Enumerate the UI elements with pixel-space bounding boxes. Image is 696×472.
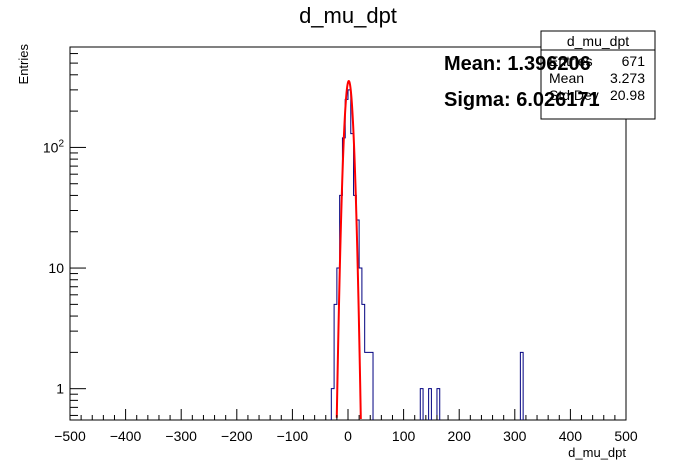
- x-tick-label: 300: [503, 428, 527, 444]
- x-tick-label: 500: [614, 428, 638, 444]
- y-axis-ticks: 1 10 102: [43, 53, 86, 416]
- histogram-bin-group: [330, 89, 374, 420]
- fit-sigma-text: Sigma: 6.026171: [444, 89, 600, 111]
- x-tick-label: −300: [165, 428, 197, 444]
- histogram-bin-group: [428, 388, 432, 420]
- stats-box-title: d_mu_dpt: [567, 33, 629, 49]
- stats-mean-label: Mean: [549, 70, 584, 86]
- x-tick-label: −500: [54, 428, 86, 444]
- y-axis-label: Entries: [16, 44, 31, 85]
- stats-box: d_mu_dpt Entries 671 Mean 3.273 Std Dev …: [540, 30, 656, 120]
- stats-entries-value: 671: [622, 53, 646, 69]
- chart-title: d_mu_dpt: [299, 3, 397, 28]
- x-axis-ticks: −500 −400 −300 −200 −100 0 100 200 300 400 500: [54, 409, 638, 444]
- x-tick-label: 200: [448, 428, 472, 444]
- histogram-bin-group: [519, 351, 524, 420]
- fit-curve-line: [335, 80, 362, 420]
- x-tick-label: −200: [221, 428, 253, 444]
- y-tick-label: 1: [56, 381, 64, 397]
- histogram-bin-group: [436, 388, 441, 420]
- stats-stddev-value: 20.98: [610, 87, 645, 103]
- y-tick-label: 102: [43, 138, 65, 155]
- x-tick-label: −100: [277, 428, 309, 444]
- gaussian-fit-curve: [335, 80, 362, 420]
- y-tick-label: 10: [48, 260, 64, 276]
- stats-mean-value: 3.273: [610, 70, 645, 86]
- x-tick-label: 100: [392, 428, 416, 444]
- x-tick-label: −400: [110, 428, 142, 444]
- x-tick-label: 400: [559, 428, 583, 444]
- x-tick-label: 0: [344, 428, 352, 444]
- histogram-bin-group: [419, 388, 424, 420]
- histogram-bars: [330, 89, 524, 420]
- fit-mean-text: Mean: 1.396206: [444, 53, 591, 75]
- stats-entries-label: Entries: [549, 53, 593, 69]
- stats-box-border: [540, 30, 656, 120]
- stats-stddev-label: Std Dev: [549, 87, 599, 103]
- x-axis-label: d_mu_dpt: [568, 445, 626, 460]
